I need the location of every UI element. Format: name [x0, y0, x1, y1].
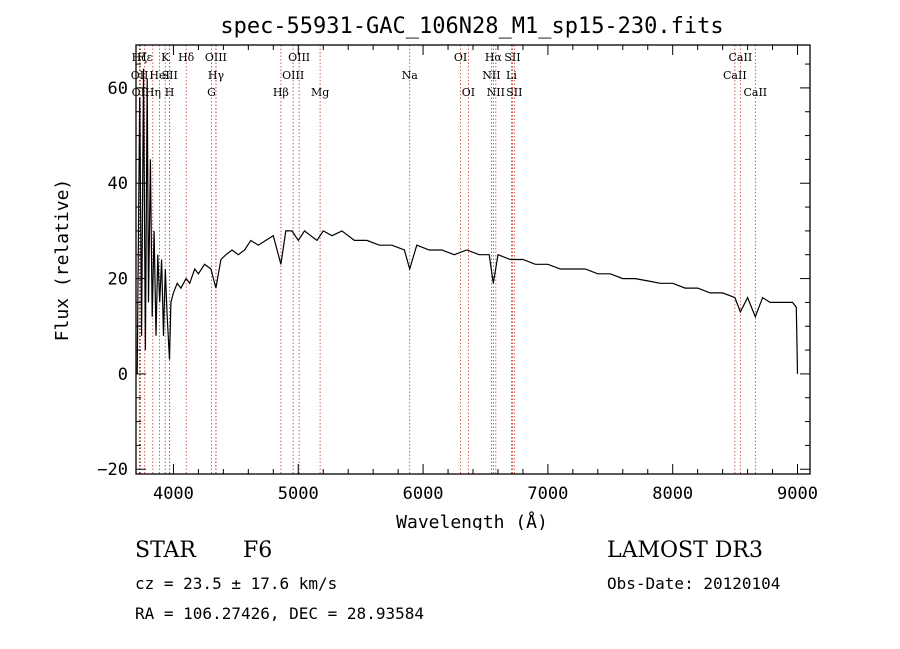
x-tick-label-4: 8000: [652, 484, 693, 504]
line-label-23: SII: [504, 51, 520, 64]
y-axis-label: Flux (relative): [52, 179, 73, 342]
line-label-10: OIII: [205, 51, 227, 64]
line-label-24: Li: [506, 69, 517, 82]
y-tick-label-3: 40: [108, 174, 128, 194]
x-tick-label-1: 5000: [278, 484, 319, 504]
line-label-3: Hε: [137, 51, 153, 64]
chart-title: spec-55931-GAC_106N28_M1_sp15-230.fits: [220, 14, 723, 39]
line-label-26: CaII: [729, 51, 753, 64]
redshift-velocity: cz = 23.5 ± 17.6 km/s: [135, 574, 338, 593]
emission-line-markers: [138, 45, 756, 474]
line-label-15: OIII: [282, 69, 304, 82]
object-subclass: F6: [243, 538, 273, 563]
line-label-21: NII: [482, 69, 500, 82]
observation-date: Obs-Date: 20120104: [607, 574, 781, 593]
spectrum-chart: spec-55931-GAC_106N28_M1_sp15-230.fits H…: [52, 14, 818, 530]
object-class: STAR: [135, 538, 196, 563]
spectrum-series-line: [136, 68, 799, 374]
line-label-6: K: [161, 51, 170, 64]
line-label-8: H: [165, 86, 175, 99]
line-label-5: HeI: [149, 69, 169, 82]
x-axis-label: Wavelength (Å): [396, 511, 548, 530]
line-label-13: Hβ: [273, 86, 289, 99]
line-label-7: SII: [162, 69, 178, 82]
line-label-4: Hη: [145, 86, 161, 99]
axis-tick-labels: 4000 5000 6000 7000 8000 9000 −20 0 20 40 60: [97, 79, 818, 504]
line-label-1: OII: [131, 69, 149, 82]
line-label-9: Hδ: [178, 51, 195, 64]
line-label-27: CaII: [723, 69, 747, 82]
line-label-18: OI: [454, 51, 467, 64]
line-label-25: SII: [506, 86, 522, 99]
line-label-11: Hγ: [208, 69, 225, 82]
line-label-14: OIII: [288, 51, 310, 64]
y-tick-label-1: 0: [118, 365, 128, 385]
x-tick-label-0: 4000: [153, 484, 194, 504]
y-tick-label-4: 60: [108, 79, 128, 99]
y-tick-label-0: −20: [97, 460, 128, 480]
line-label-22: NII: [487, 86, 505, 99]
line-label-20: Hα: [485, 51, 503, 64]
line-label-16: Mg: [311, 86, 329, 99]
axis-ticks: [136, 45, 810, 474]
line-label-17: Na: [402, 69, 419, 82]
survey-name: LAMOST DR3: [607, 538, 763, 563]
line-label-19: OI: [462, 86, 475, 99]
line-label-28: CaII: [743, 86, 767, 99]
coordinates: RA = 106.27426, DEC = 28.93584: [135, 604, 424, 623]
x-tick-label-5: 9000: [777, 484, 818, 504]
plot-frame: [135, 44, 811, 475]
x-tick-label-3: 7000: [527, 484, 568, 504]
line-label-12: G: [207, 86, 216, 99]
x-tick-label-2: 6000: [403, 484, 444, 504]
y-tick-label-2: 20: [108, 270, 128, 290]
